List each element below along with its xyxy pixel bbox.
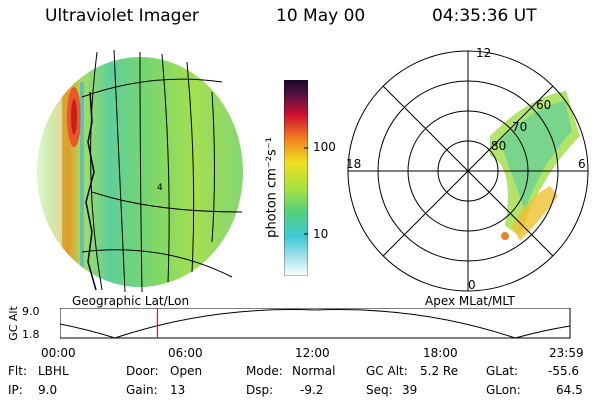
left-panel-caption: Geographic Lat/Lon xyxy=(72,294,190,308)
alt-ylabel: GC Alt xyxy=(6,306,20,341)
door-label: Door: xyxy=(126,364,159,378)
mlt-label-6: 6 xyxy=(578,157,586,171)
time-label: 04:35:36 UT xyxy=(432,6,537,26)
glat-label: GLat: xyxy=(486,364,519,378)
point-marker: 4 xyxy=(157,183,163,193)
flt-value: LBHL xyxy=(38,364,69,378)
dsp-label: Dsp: xyxy=(246,383,274,397)
lat-label-60: 60 xyxy=(536,98,552,112)
ip-label: IP: xyxy=(8,383,23,397)
mlt-label-12: 12 xyxy=(476,46,492,60)
colorbar xyxy=(284,80,308,276)
gain-label: Gain: xyxy=(126,383,158,397)
lat-label-70: 70 xyxy=(512,120,528,134)
x-tick-0600: 06:00 xyxy=(168,346,203,360)
instrument-title: Ultraviolet Imager xyxy=(45,6,199,26)
door-value: Open xyxy=(170,364,203,378)
glon-label: GLon: xyxy=(486,383,521,397)
alt-ymax: 9.0 xyxy=(22,305,40,318)
seq-value: 39 xyxy=(402,383,418,397)
mode-label: Mode: xyxy=(246,364,283,378)
apex-polar-plot xyxy=(347,50,589,292)
x-tick-1200: 12:00 xyxy=(295,346,330,360)
x-tick-1800: 18:00 xyxy=(423,346,458,360)
geographic-image: 4 xyxy=(37,49,243,292)
ip-value: 9.0 xyxy=(38,383,58,397)
date-label: 10 May 00 xyxy=(276,6,366,26)
seq-label: Seq: xyxy=(366,383,393,397)
dsp-value: -9.2 xyxy=(300,383,324,397)
mode-value: Normal xyxy=(292,364,336,378)
mlt-label-0: 0 xyxy=(468,278,476,292)
right-panel-caption: Apex MLat/MLT xyxy=(425,294,515,308)
colorbar-tick-100: 100 xyxy=(313,140,336,154)
gain-value: 13 xyxy=(170,383,186,397)
lat-label-80: 80 xyxy=(491,139,507,153)
alt-ymin: 1.8 xyxy=(22,328,40,341)
mlt-label-18: 18 xyxy=(346,157,362,171)
x-tick-0000: 00:00 xyxy=(41,346,76,360)
glat-value: -55.6 xyxy=(548,364,580,378)
gcalt-label: GC Alt: xyxy=(366,364,408,378)
altitude-plot xyxy=(60,308,571,339)
auroral-emission xyxy=(490,91,580,241)
flt-label: Flt: xyxy=(8,364,27,378)
gcalt-value: 5.2 Re xyxy=(420,364,459,378)
x-tick-2359: 23:59 xyxy=(549,346,584,360)
colorbar-tick-10: 10 xyxy=(313,227,329,241)
colorbar-unit-label: photon cm⁻²s⁻¹ xyxy=(264,137,280,238)
glon-value: 64.5 xyxy=(556,383,583,397)
